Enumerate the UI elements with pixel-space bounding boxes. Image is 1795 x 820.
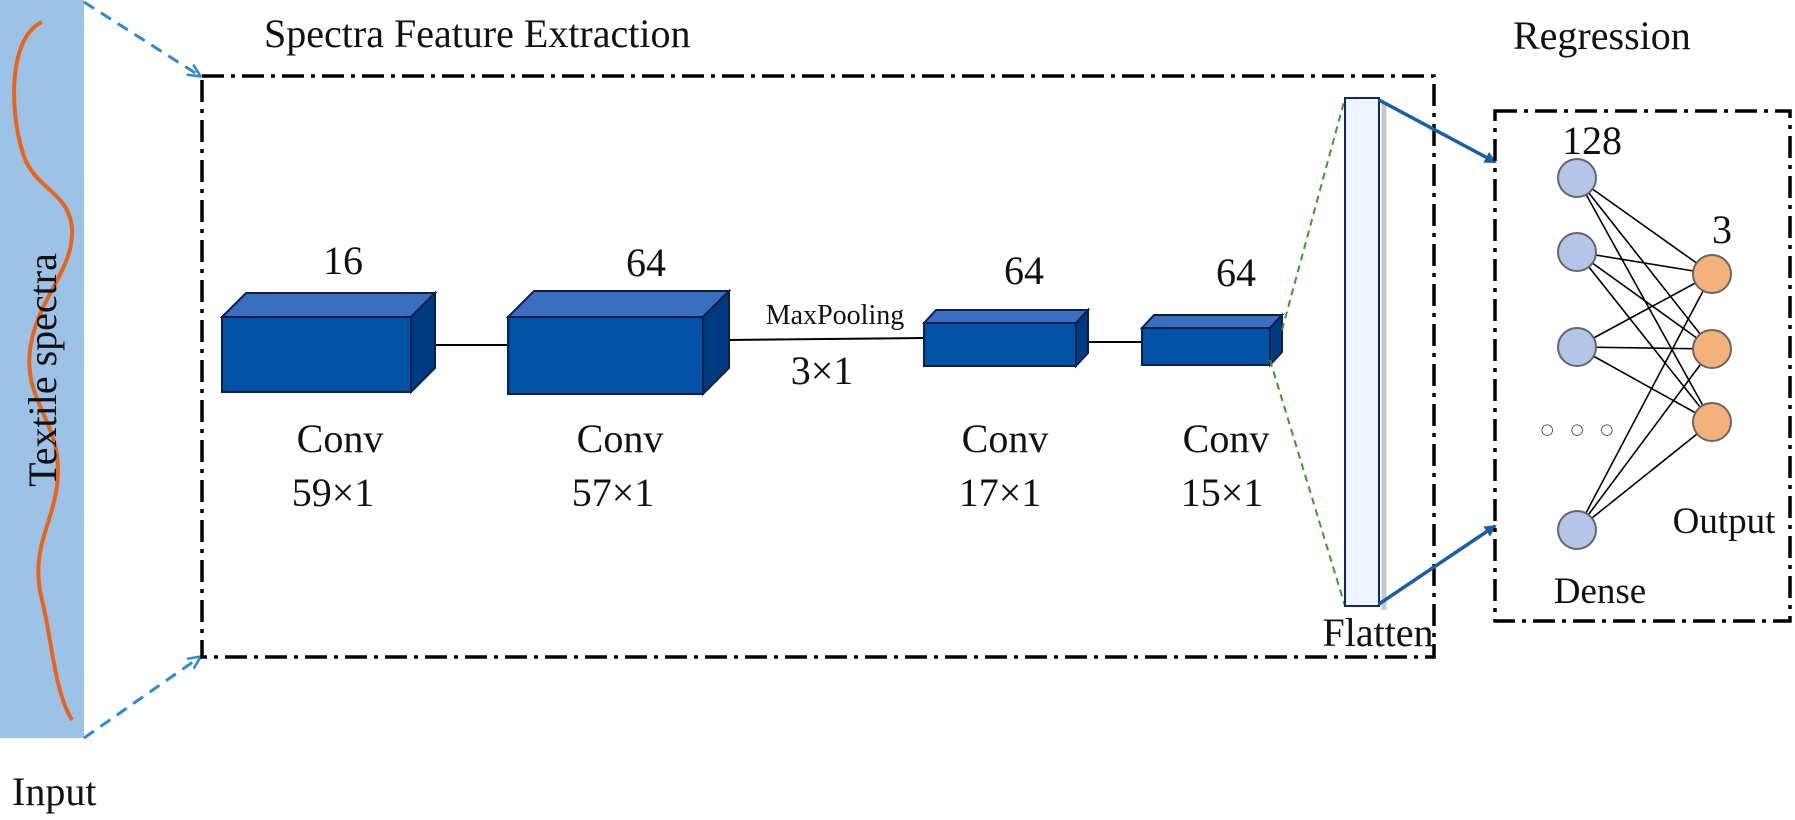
conv-1-name: Conv — [297, 416, 384, 461]
regression-title: Regression — [1513, 13, 1691, 58]
conv-2-name: Conv — [577, 416, 664, 461]
dense-node-4 — [1557, 510, 1597, 550]
flatten-guide-bottom — [1269, 359, 1346, 607]
conv-block-1 — [219, 290, 438, 395]
textile-spectra-label: Textile spectra — [20, 253, 65, 487]
feature-extraction-title: Spectra Feature Extraction — [264, 11, 690, 56]
dense-units: 128 — [1562, 118, 1622, 163]
output-node-3 — [1692, 402, 1732, 442]
input-label: Input — [12, 769, 96, 814]
dense-node-1 — [1557, 158, 1597, 198]
flatten-label: Flatten — [1322, 610, 1433, 655]
conv-block-1-top — [219, 292, 438, 318]
output-units: 3 — [1712, 207, 1732, 252]
conv-3-name: Conv — [962, 416, 1049, 461]
input-spectrum-bar — [0, 0, 84, 738]
conv-block-4-front — [1141, 327, 1271, 366]
dense-label: Dense — [1554, 571, 1646, 612]
conv-block-3 — [921, 307, 1091, 369]
flatten-to-dense-arrow-bottom — [1378, 524, 1497, 606]
conv-3-filters: 64 — [1004, 248, 1044, 293]
input-arrow-top — [83, 0, 200, 76]
input-arrow-bottom — [83, 657, 200, 740]
conv-block-4-top — [1139, 314, 1285, 329]
flatten-vector — [1344, 97, 1380, 607]
spectrum-curve — [12, 20, 75, 722]
conv-4-filters: 64 — [1216, 250, 1256, 295]
maxpooling-size: 3×1 — [791, 348, 854, 393]
conv-4-name: Conv — [1183, 416, 1270, 461]
flatten-guide-top — [1281, 97, 1346, 331]
output-node-1 — [1692, 254, 1732, 294]
dense-ellipsis: ○ ○ ○ — [1541, 420, 1620, 438]
feature-extraction-frame — [200, 74, 1436, 659]
conv-block-2-top — [505, 290, 732, 318]
conv-block-2-front — [507, 316, 704, 395]
dense-node-2 — [1557, 232, 1597, 272]
conv-4-size: 15×1 — [1181, 470, 1264, 515]
conv-1-filters: 16 — [323, 238, 363, 283]
conv-2-size: 57×1 — [572, 470, 655, 515]
conv-2-filters: 64 — [626, 240, 666, 285]
output-label: Output — [1673, 501, 1777, 542]
regression-frame — [1493, 109, 1792, 623]
conv-3-size: 17×1 — [959, 470, 1042, 515]
dense-output-connections — [1576, 177, 1713, 531]
conv-1-size: 59×1 — [292, 470, 375, 515]
conv-block-2 — [505, 288, 732, 397]
conv-block-3-front — [923, 322, 1077, 367]
conv-block-4 — [1139, 312, 1285, 368]
conv-block-1-front — [221, 316, 412, 393]
conv-block-3-top — [921, 309, 1091, 324]
maxpooling-label: MaxPooling — [766, 300, 904, 331]
output-node-2 — [1692, 329, 1732, 369]
link-conv2-conv3 — [727, 337, 925, 341]
flatten-to-dense-arrow-top — [1378, 98, 1497, 164]
dense-node-3 — [1557, 327, 1597, 367]
